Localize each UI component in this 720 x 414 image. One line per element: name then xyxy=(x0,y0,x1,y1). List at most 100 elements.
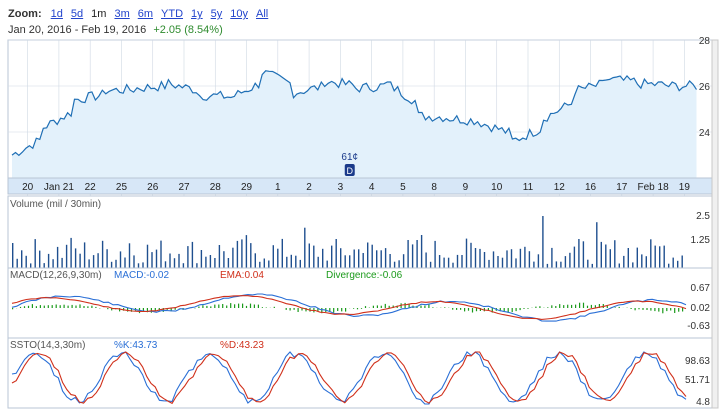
volume-bar xyxy=(232,247,234,268)
macd-divergence-bar xyxy=(527,308,529,309)
ssto-k-label: %K:43.73 xyxy=(114,340,158,351)
macd-divergence-bar xyxy=(35,306,37,308)
right-scrollbar[interactable] xyxy=(711,39,719,409)
macd-divergence-bar xyxy=(154,308,156,311)
zoom-option-ytd[interactable]: YTD xyxy=(161,8,184,20)
zoom-option-3m[interactable]: 3m xyxy=(114,8,130,20)
volume-bar xyxy=(223,251,225,268)
macd-divergence-bar xyxy=(571,304,573,308)
macd-divergence-bar xyxy=(83,306,85,308)
macd-divergence-bar xyxy=(146,308,148,313)
volume-bar xyxy=(367,242,369,268)
macd-divergence-bar xyxy=(356,308,359,310)
range-to: Feb 19, 2016 xyxy=(81,24,147,36)
volume-bar xyxy=(506,250,508,268)
ssto-tick-label: 98.63 xyxy=(685,356,710,367)
volume-bar xyxy=(681,255,683,268)
macd-divergence-bar xyxy=(503,308,505,311)
macd-divergence-bar xyxy=(555,306,557,308)
volume-bar xyxy=(97,253,99,268)
macd-divergence-bar xyxy=(380,305,382,308)
volume-bar xyxy=(488,259,490,268)
volume-bar xyxy=(447,257,450,268)
volume-bar xyxy=(65,244,68,268)
macd-divergence-bar xyxy=(618,306,620,308)
volume-bar xyxy=(605,244,607,268)
volume-bar xyxy=(259,261,261,268)
macd-divergence-bar xyxy=(242,303,244,308)
volume-bar xyxy=(43,263,45,268)
volume-bar xyxy=(416,240,418,268)
volume-bar xyxy=(425,252,427,268)
macd-divergence-bar xyxy=(424,305,426,308)
price-line xyxy=(11,70,698,157)
zoom-option-10y[interactable]: 10y xyxy=(230,8,249,20)
macd-divergence-bar xyxy=(456,308,458,310)
macd-divergence-bar xyxy=(43,305,45,308)
macd-divergence-bar xyxy=(23,306,26,308)
volume-bar xyxy=(492,251,495,268)
zoom-option-5d[interactable]: 5d xyxy=(70,8,84,20)
macd-divergence-bar xyxy=(337,308,339,311)
x-axis-label: 9 xyxy=(463,182,469,193)
macd-divergence-bar xyxy=(658,308,660,312)
zoom-option-1y[interactable]: 1y xyxy=(191,8,203,20)
volume-bar xyxy=(133,255,135,268)
volume-bar xyxy=(128,243,131,268)
macd-divergence-bar xyxy=(682,308,684,312)
zoom-option-5y[interactable]: 5y xyxy=(210,8,223,20)
macd-divergence-bar xyxy=(460,308,462,310)
x-axis-label: 20 xyxy=(22,182,34,193)
macd-divergence-bar xyxy=(130,308,133,312)
x-axis-label: 8 xyxy=(431,182,437,193)
macd-divergence-bar xyxy=(539,306,541,308)
zoom-option-1m[interactable]: 1m xyxy=(91,8,107,20)
macd-divergence-bar xyxy=(253,304,255,308)
volume-bar xyxy=(623,255,625,268)
zoom-bar: Zoom: 1d 5d 1m 3m 6m YTD 1y 5y 10y All xyxy=(8,8,276,20)
volume-bar xyxy=(326,260,328,268)
macd-divergence-bar xyxy=(293,308,295,310)
volume-bar xyxy=(614,240,616,268)
zoom-option-all[interactable]: All xyxy=(256,8,269,20)
macd-divergence-bar xyxy=(646,308,648,310)
zoom-option-1d[interactable]: 1d xyxy=(50,8,63,20)
macd-divergence-bar xyxy=(67,305,69,308)
volume-bar xyxy=(479,248,481,268)
macd-divergence-bar xyxy=(111,308,113,311)
price-area-fill xyxy=(12,70,697,178)
macd-divergence-bar xyxy=(245,305,248,308)
volume-bar xyxy=(74,248,77,268)
x-axis-label: 27 xyxy=(178,182,190,193)
volume-bar xyxy=(510,249,513,268)
macd-divergence-bar xyxy=(75,305,77,308)
macd-divergence-bar xyxy=(511,308,513,313)
macd-divergence-bar xyxy=(47,305,49,308)
x-axis-label: 1 xyxy=(275,182,281,193)
macd-divergence-bar xyxy=(376,305,378,308)
volume-bar xyxy=(254,253,256,268)
zoom-option-6m[interactable]: 6m xyxy=(137,8,154,20)
volume-bar xyxy=(528,251,531,268)
volume-bar xyxy=(461,255,463,268)
macd-divergence-bar xyxy=(475,308,478,312)
x-axis-label: 22 xyxy=(85,182,97,193)
volume-bar xyxy=(16,258,18,268)
macd-divergence-label: Divergence:-0.06 xyxy=(326,270,403,281)
macd-divergence-bar xyxy=(265,307,267,308)
x-axis-label: 4 xyxy=(369,182,375,193)
dividend-marker-icon[interactable] xyxy=(344,164,355,176)
macd-divergence-bar xyxy=(19,306,22,308)
volume-bar xyxy=(654,245,656,268)
macd-divergence-bar xyxy=(119,308,121,312)
volume-bar xyxy=(497,256,499,268)
x-axis-label: Feb 18 xyxy=(638,182,670,193)
volume-bar xyxy=(452,262,454,268)
macd-divergence-bar xyxy=(432,307,434,308)
x-axis-label: 26 xyxy=(147,182,159,193)
macd-value-label: MACD:-0.02 xyxy=(114,270,169,281)
macd-divergence-bar xyxy=(341,308,343,312)
macd-divergence-bar xyxy=(428,303,430,308)
macd-divergence-bar xyxy=(55,304,57,308)
